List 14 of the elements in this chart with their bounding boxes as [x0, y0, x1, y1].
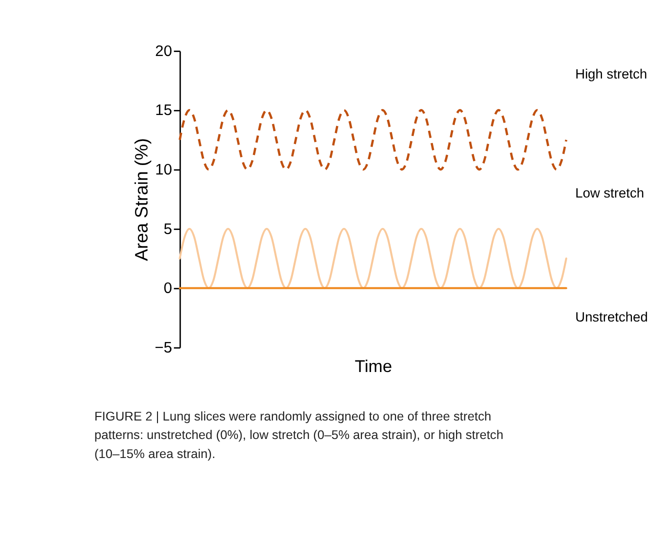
y-tick-label: 20: [155, 42, 172, 60]
y-tick-label: 15: [155, 102, 172, 120]
y-tick-label: 5: [164, 220, 172, 238]
series-label: Unstretched: [575, 309, 648, 324]
text: Low stretch: [575, 185, 644, 200]
text: High stretch: [575, 66, 648, 82]
x-axis-title: Time: [354, 357, 392, 376]
y-tick-label: −5: [154, 339, 172, 356]
y-tick-label: 10: [155, 161, 172, 178]
y-tick-label: 0: [164, 280, 172, 298]
caption: FIGURE 2 | Lung slices were randomly assigned to one of three stretch patterns: unstretched (0%), low stretch (0–5% area strain), or high stretch (10–15% area strain).: [94, 409, 504, 462]
y-axis-title: Area Strain (%): [132, 138, 152, 262]
line-series: [178, 228, 568, 290]
line-series: [178, 109, 568, 171]
